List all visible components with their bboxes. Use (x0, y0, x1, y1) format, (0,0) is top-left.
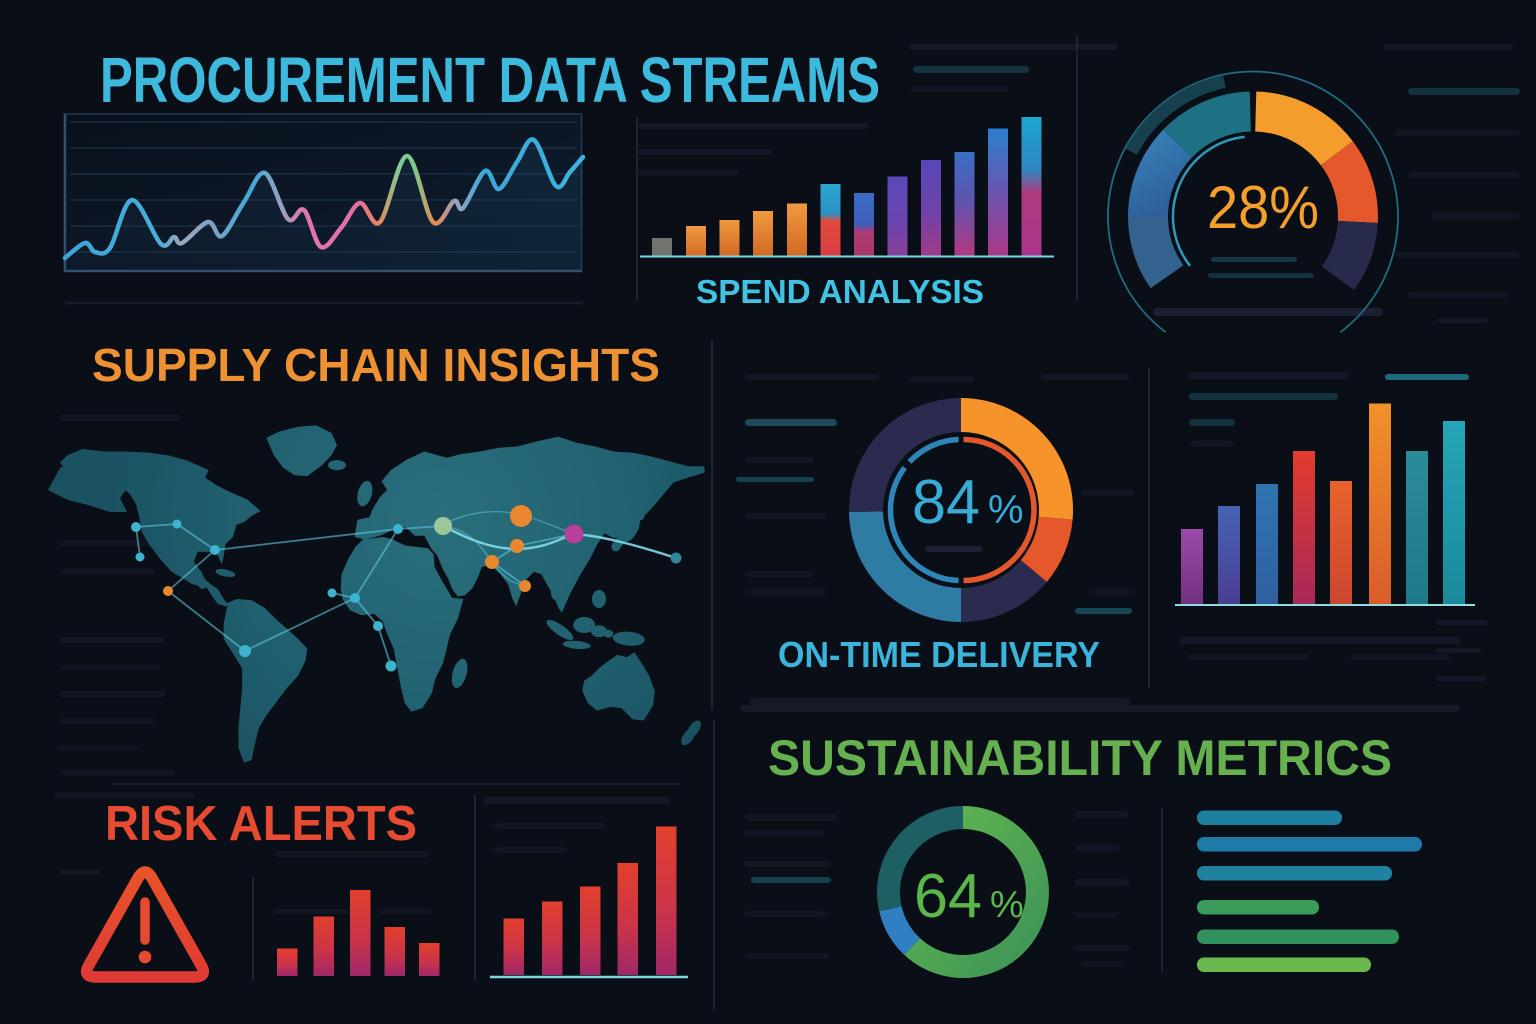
svg-text:SUPPLY CHAIN INSIGHTS: SUPPLY CHAIN INSIGHTS (92, 339, 660, 391)
svg-text:28%: 28% (1207, 174, 1319, 241)
svg-text:SPEND ANALYSIS: SPEND ANALYSIS (696, 273, 984, 310)
svg-text:ON-TIME DELIVERY: ON-TIME DELIVERY (778, 634, 1100, 675)
svg-text:%: % (988, 488, 1024, 532)
svg-text:%: % (990, 884, 1024, 926)
svg-text:84: 84 (912, 468, 980, 537)
svg-text:PROCUREMENT DATA STREAMS: PROCUREMENT DATA STREAMS (100, 44, 880, 116)
svg-text:SUSTAINABILITY METRICS: SUSTAINABILITY METRICS (768, 730, 1392, 786)
svg-text:64: 64 (914, 862, 982, 931)
svg-text:RISK ALERTS: RISK ALERTS (105, 797, 417, 851)
